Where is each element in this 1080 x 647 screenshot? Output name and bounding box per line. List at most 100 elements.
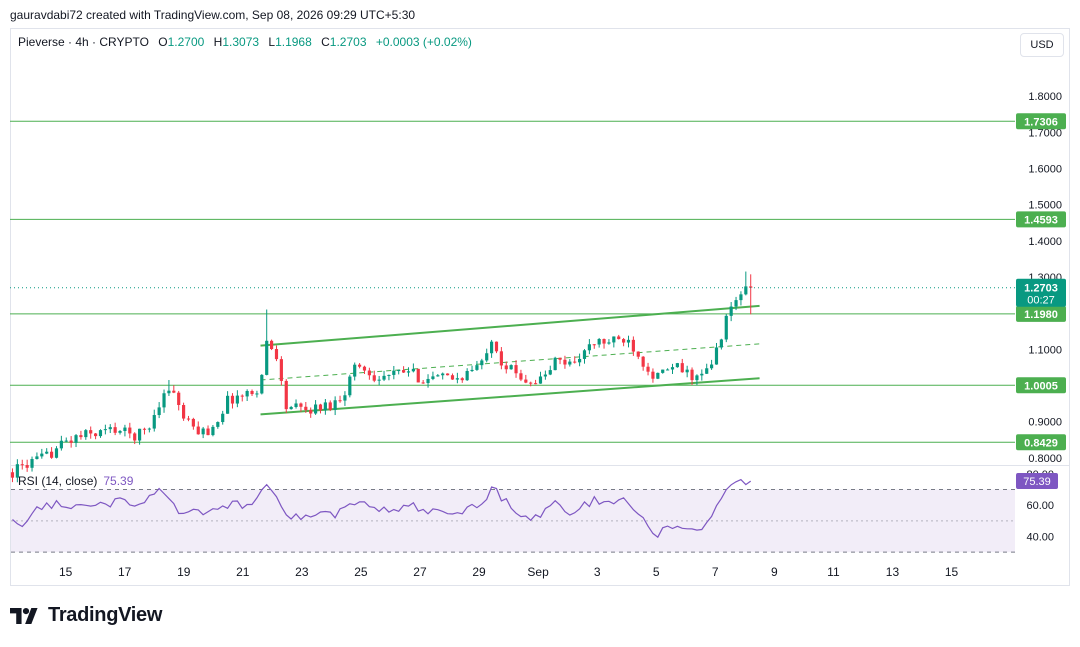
time-axis-tick: 3 xyxy=(594,565,601,579)
candle-body xyxy=(514,365,518,374)
candle-body xyxy=(651,371,655,379)
candle-body xyxy=(69,440,73,443)
time-axis-tick: 21 xyxy=(236,565,250,579)
time-axis-tick: 15 xyxy=(945,565,959,579)
candle-body xyxy=(529,382,533,384)
candle-body xyxy=(367,370,371,376)
time-axis-tick: 17 xyxy=(118,565,132,579)
candle-body xyxy=(250,390,254,395)
candle-body xyxy=(147,428,151,430)
candle-body xyxy=(436,375,440,377)
candle-body xyxy=(289,406,293,410)
candle-body xyxy=(353,364,357,377)
time-axis-tick: 5 xyxy=(653,565,660,579)
rsi-label[interactable]: RSI (14, close) xyxy=(18,474,98,488)
candle-body xyxy=(749,286,753,288)
candle-body xyxy=(309,410,313,414)
candle-body xyxy=(270,340,274,350)
candle-body xyxy=(186,418,191,420)
price-axis-tick: 0.8000 xyxy=(1028,453,1062,465)
candle-body xyxy=(534,383,538,385)
time-axis-tick: 27 xyxy=(413,565,427,579)
candle-body xyxy=(235,395,239,404)
candle-body xyxy=(622,339,626,343)
candle-body xyxy=(406,371,411,373)
candle-body xyxy=(543,374,547,377)
time-axis-tick: 19 xyxy=(177,565,191,579)
candle-body xyxy=(372,375,376,381)
low-value: 1.1968 xyxy=(275,35,312,49)
candle-body xyxy=(724,315,728,340)
candle-body xyxy=(191,418,195,427)
candle-body xyxy=(177,392,181,406)
candle-body xyxy=(167,390,171,394)
candle-body xyxy=(641,356,645,367)
candle-body xyxy=(494,341,499,352)
close-value: 1.2703 xyxy=(329,35,367,49)
candle-body xyxy=(744,286,748,295)
candle-body xyxy=(35,456,39,460)
candle-body xyxy=(284,380,288,410)
price-axis-tick: 1.8000 xyxy=(1028,91,1062,103)
candle-body xyxy=(695,375,699,381)
candle-body xyxy=(64,440,68,442)
candle-body xyxy=(128,427,132,434)
candle-body xyxy=(358,364,362,367)
level-label: 1.4593 xyxy=(1024,214,1058,226)
currency-button[interactable]: USD xyxy=(1020,33,1064,57)
candle-body xyxy=(113,427,117,433)
candle-body xyxy=(240,395,244,397)
candle-body xyxy=(294,403,298,407)
candle-body xyxy=(485,353,489,361)
price-axis-tick: 1.4000 xyxy=(1028,236,1062,248)
candle-body xyxy=(274,349,279,360)
candle-body xyxy=(245,390,249,397)
candle-body xyxy=(382,375,386,380)
candle-body xyxy=(607,342,611,344)
time-axis-tick: 29 xyxy=(472,565,486,579)
tradingview-logo[interactable]: TradingView xyxy=(10,604,162,627)
rsi-series-line xyxy=(12,478,752,539)
candle-body xyxy=(402,370,406,373)
open-value: 1.2700 xyxy=(167,35,205,49)
candle-body xyxy=(573,361,577,363)
candle-body xyxy=(656,372,660,379)
price-axis-tick: 1.6000 xyxy=(1028,163,1062,175)
level-label-bg xyxy=(1016,434,1066,451)
time-axis-tick: 11 xyxy=(827,565,840,579)
candle-body xyxy=(499,351,503,366)
candle-body xyxy=(123,427,127,431)
candle-body xyxy=(182,405,186,419)
channel-lower-line xyxy=(260,377,760,416)
current-price-label-bg xyxy=(1016,278,1066,307)
symbol-label[interactable]: Pieverse · 4h · CRYPTO xyxy=(18,35,149,49)
candle-body xyxy=(30,459,34,468)
candle-body xyxy=(587,344,591,351)
chart-frame xyxy=(10,28,1070,586)
rsi-axis-tick: 60.00 xyxy=(1026,500,1054,512)
channel-mid-line xyxy=(260,343,760,381)
candle-body xyxy=(558,357,562,360)
level-label-bg xyxy=(1016,305,1066,322)
candle-body xyxy=(734,300,738,307)
candle-body xyxy=(617,336,621,340)
candle-body xyxy=(578,358,582,363)
candle-body xyxy=(524,379,528,383)
candle-body xyxy=(265,340,269,375)
candle-body xyxy=(118,430,122,433)
candle-body xyxy=(465,371,469,381)
candle-body xyxy=(710,364,714,369)
candle-body xyxy=(675,363,679,368)
candle-body xyxy=(260,374,264,394)
level-label-bg xyxy=(1016,113,1066,130)
candle-body xyxy=(348,376,352,396)
price-axis-tick: 1.7000 xyxy=(1028,127,1062,139)
candle-body xyxy=(221,413,225,423)
candle-body xyxy=(626,339,631,343)
candle-body xyxy=(162,393,166,408)
time-axis-tick: 23 xyxy=(295,565,309,579)
candle-body xyxy=(230,395,235,404)
current-price-label: 1.2703 xyxy=(1024,283,1058,295)
candle-body xyxy=(79,435,83,438)
